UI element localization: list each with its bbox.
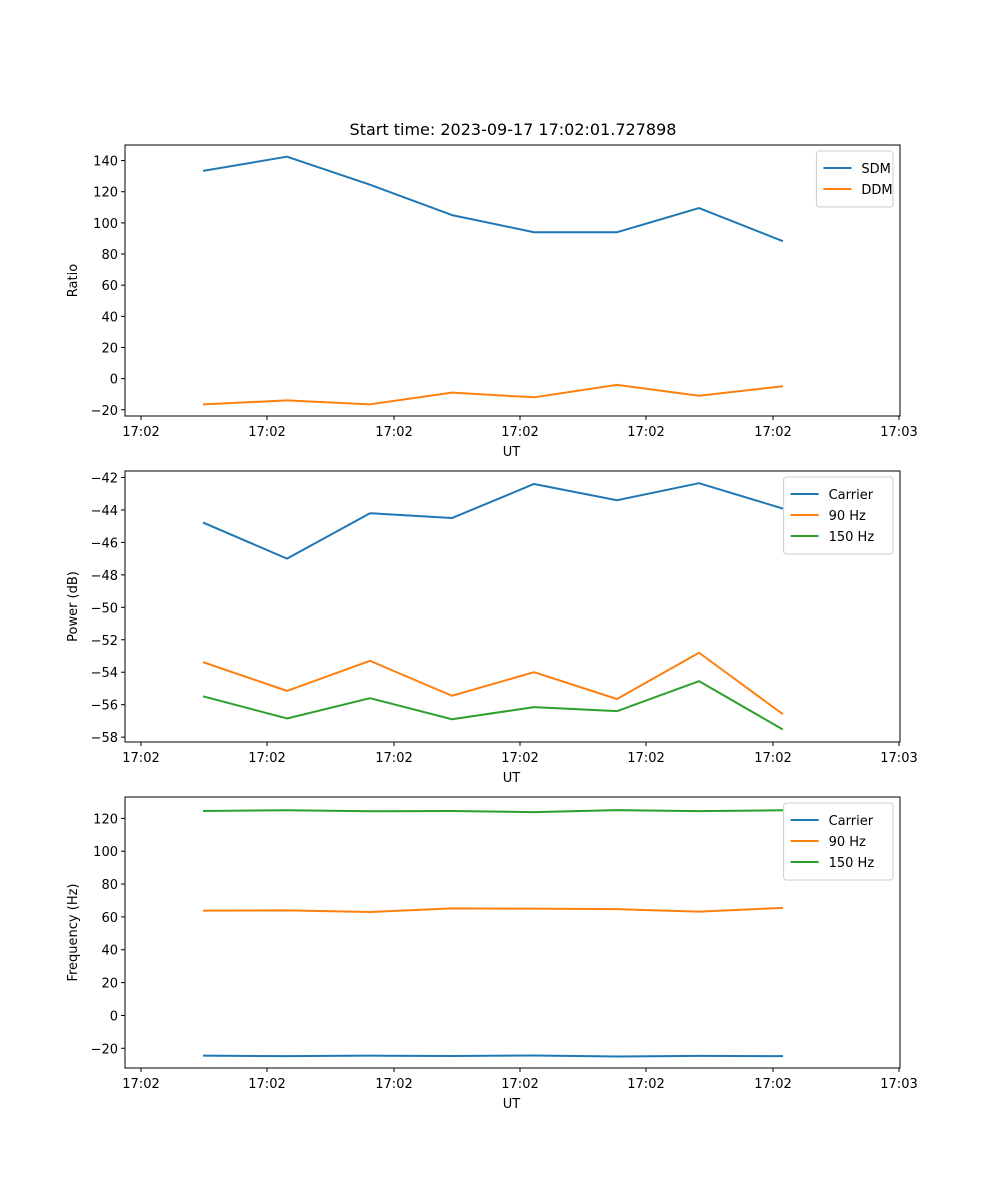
y-tick-label: 100 [93,845,118,860]
x-tick-label: 17:02 [754,425,791,440]
legend-label: Carrier [829,488,874,503]
chart-panel-3: 17:02 17:02 17:02 17:02 17:02 17:02 17:03 −20 0 2… [66,796,918,1112]
legend-label: Carrier [829,814,874,829]
x-tick-label: 17:02 [501,425,538,440]
x-tick-label: 17:02 [501,751,538,766]
y-tick-label: 20 [101,341,118,356]
x-axis-label: UT [503,771,521,786]
y-tick-label: −44 [91,504,118,519]
x-tick-label: 17:02 [248,425,285,440]
y-tick-label: −50 [91,601,118,616]
y-tick-label: −56 [91,699,118,714]
legend-box [783,476,894,555]
plot-frame [124,796,901,1069]
y-tick-label: −54 [91,666,118,681]
legend-box [783,802,894,881]
x-tick-label: 17:02 [627,751,664,766]
y-tick-label: 60 [101,911,118,926]
series-line-150-hz [202,680,784,731]
y-tick-label: −20 [91,404,118,419]
legend-label: 150 Hz [829,530,875,545]
x-tick-label: 17:02 [754,1077,791,1092]
y-tick-label: 0 [110,1009,118,1024]
x-tick-label: 17:03 [880,751,917,766]
y-tick-label: 100 [93,217,118,232]
chart-panel-1: 17:02 17:02 17:02 17:02 17:02 17:02 17:03 −20 0 2… [66,144,918,460]
y-tick-label: 80 [101,878,118,893]
y-tick-label: 140 [93,155,118,170]
x-tick-label: 17:02 [248,751,285,766]
y-tick-label: −48 [91,569,118,584]
y-tick-label: 120 [93,812,118,827]
y-tick-label: 20 [101,977,118,992]
y-tick-label: −20 [91,1042,118,1057]
legend: Carrier 90 Hz 150 Hz [783,476,894,555]
series-line-carrier [202,1054,784,1058]
x-tick-label: 17:02 [627,425,664,440]
series-line-90-hz [202,651,784,715]
y-tick-label: 40 [101,310,118,325]
series-line-ddm [202,383,784,406]
plot-frame [124,144,901,417]
x-tick-label: 17:03 [880,425,917,440]
legend-label: DDM [861,183,892,198]
legend-box [815,150,894,208]
plot-frame [124,470,901,743]
x-tick-label: 17:02 [375,425,412,440]
series-line-90-hz [202,906,784,913]
series-line-carrier [202,482,784,560]
x-tick-label: 17:02 [122,1077,159,1092]
legend: SDM DDM [815,150,894,208]
series-line-150-hz [202,809,784,814]
legend-label: 90 Hz [829,835,866,850]
y-tick-label: 40 [101,944,118,959]
x-tick-label: 17:02 [375,1077,412,1092]
y-tick-label: −52 [91,634,118,649]
legend-label: SDM [861,162,890,177]
y-axis-label: Ratio [66,264,81,297]
legend: Carrier 90 Hz 150 Hz [783,802,894,881]
chart-panel-2: 17:02 17:02 17:02 17:02 17:02 17:02 17:03 −58 −5… [66,470,918,786]
x-tick-label: 17:03 [880,1077,917,1092]
y-tick-label: −42 [91,471,118,486]
x-tick-label: 17:02 [248,1077,285,1092]
chart-title: Start time: 2023-09-17 17:02:01.727898 [350,120,677,139]
x-axis-label: UT [503,1097,521,1112]
legend-label: 90 Hz [829,509,866,524]
x-tick-label: 17:02 [627,1077,664,1092]
y-axis-label: Frequency (Hz) [66,883,81,981]
y-tick-label: 120 [93,186,118,201]
x-tick-label: 17:02 [375,751,412,766]
y-tick-label: −58 [91,731,118,746]
x-tick-label: 17:02 [754,751,791,766]
x-tick-label: 17:02 [501,1077,538,1092]
y-tick-label: −46 [91,536,118,551]
x-axis-label: UT [503,445,521,460]
x-tick-label: 17:02 [122,425,159,440]
y-tick-label: 60 [101,279,118,294]
y-tick-label: 0 [110,373,118,388]
series-line-sdm [202,155,784,243]
y-tick-label: 80 [101,248,118,263]
panels: 17:02 17:02 17:02 17:02 17:02 17:02 17:03 −20 0 2… [66,144,918,1112]
x-tick-label: 17:02 [122,751,159,766]
y-axis-label: Power (dB) [66,571,81,642]
legend-label: 150 Hz [829,856,875,871]
